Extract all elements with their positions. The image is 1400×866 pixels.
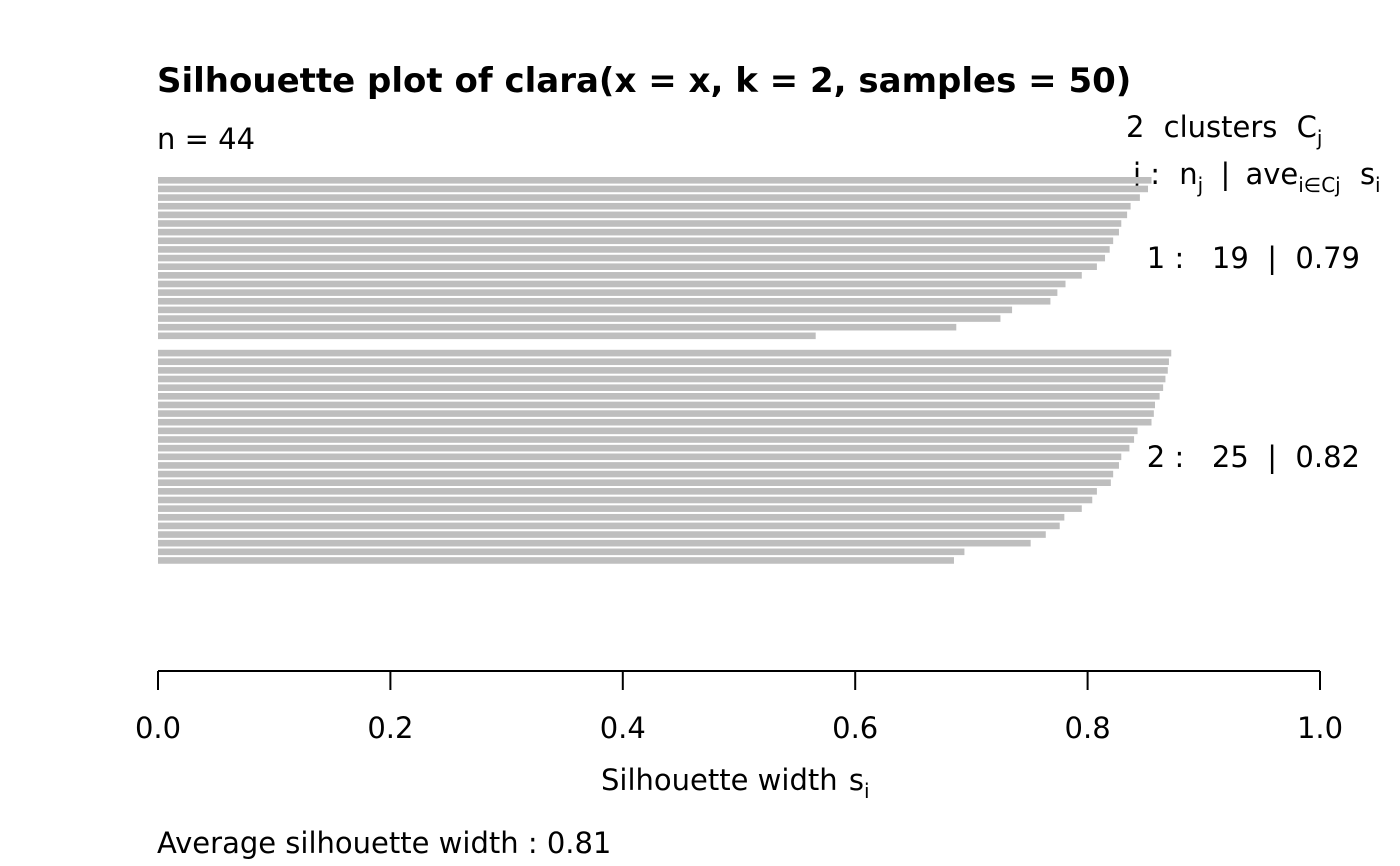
silhouette-bar-c2-9 xyxy=(158,419,1152,426)
silhouette-bar-c1-13 xyxy=(158,281,1066,288)
silhouette-bar-c1-15 xyxy=(158,298,1050,305)
silhouette-bar-c2-23 xyxy=(158,540,1031,547)
x-axis-label-s: s xyxy=(849,763,864,797)
silhouette-bar-c2-19 xyxy=(158,505,1082,512)
silhouette-bar-c1-3 xyxy=(158,194,1140,201)
x-tick-label: 0.4 xyxy=(600,711,646,745)
legend-title-count: 2 xyxy=(1126,110,1144,144)
silhouette-bar-c2-1 xyxy=(158,350,1171,357)
x-axis-label: Silhouette width si xyxy=(601,763,870,803)
silhouette-bar-c1-17 xyxy=(158,315,1000,322)
silhouette-bar-c1-14 xyxy=(158,289,1057,296)
x-tick-label: 0.0 xyxy=(135,711,181,745)
x-axis-label-text: Silhouette width xyxy=(601,763,838,797)
silhouette-bar-c2-7 xyxy=(158,402,1155,409)
silhouette-bar-c1-9 xyxy=(158,246,1110,253)
silhouette-bar-c1-10 xyxy=(158,255,1105,262)
silhouette-bar-c1-18 xyxy=(158,324,956,331)
silhouette-bar-c1-12 xyxy=(158,272,1082,279)
silhouette-bar-c2-16 xyxy=(158,479,1111,486)
silhouette-bar-c2-24 xyxy=(158,549,964,556)
legend-title-word: clusters xyxy=(1164,110,1278,144)
silhouette-bar-c2-12 xyxy=(158,445,1129,452)
silhouette-bar-c2-3 xyxy=(158,367,1168,374)
average-silhouette-width: Average silhouette width : 0.81 xyxy=(157,826,611,860)
x-axis-ticks: 0.0 0.2 0.4 0.6 0.8 1.0 xyxy=(135,671,1343,745)
legend-header-ave: ave xyxy=(1245,157,1298,191)
legend-header-s: s xyxy=(1360,157,1375,191)
legend-header-sep: | xyxy=(1220,157,1230,191)
silhouette-bar-c2-11 xyxy=(158,436,1134,443)
cluster-2-label: 2 : 25 | 0.82 xyxy=(1147,440,1360,474)
silhouette-bar-c1-8 xyxy=(158,237,1113,244)
silhouette-bar-c2-18 xyxy=(158,497,1092,504)
silhouette-bar-c2-4 xyxy=(158,376,1165,383)
cluster-labels-group: 1 : 19 | 0.79 2 : 25 | 0.82 xyxy=(1147,241,1360,474)
legend-title-c-sub: j xyxy=(1316,126,1323,150)
silhouette-bar-c2-5 xyxy=(158,384,1163,391)
silhouette-bar-c2-10 xyxy=(158,428,1138,435)
silhouette-bar-c2-2 xyxy=(158,358,1169,365)
silhouette-bar-c2-13 xyxy=(158,453,1121,460)
silhouette-bar-c2-15 xyxy=(158,471,1113,478)
legend-header-n: n xyxy=(1179,157,1197,191)
silhouette-bar-c1-6 xyxy=(158,220,1121,227)
silhouette-bar-c2-17 xyxy=(158,488,1097,495)
x-tick-label: 0.6 xyxy=(832,711,878,745)
silhouette-bar-c2-21 xyxy=(158,523,1060,530)
silhouette-bar-c2-14 xyxy=(158,462,1119,469)
chart-title: Silhouette plot of clara(x = x, k = 2, s… xyxy=(157,61,1131,101)
silhouette-bar-c2-22 xyxy=(158,531,1046,538)
silhouette-bar-c1-16 xyxy=(158,307,1012,314)
n-label: n = 44 xyxy=(157,122,255,156)
legend-header: j : nj | avei∈Cj si xyxy=(1132,157,1381,199)
legend-header-n-sub: j xyxy=(1197,173,1204,197)
silhouette-bar-c1-11 xyxy=(158,263,1097,270)
legend-header-s-sub: i xyxy=(1375,173,1381,197)
x-tick-label: 1.0 xyxy=(1297,711,1343,745)
x-tick-label: 0.8 xyxy=(1065,711,1111,745)
legend-header-ave-sub: i∈Cj xyxy=(1298,173,1341,197)
silhouette-bar-c1-1 xyxy=(158,177,1152,184)
legend-title-c: C xyxy=(1297,110,1317,144)
silhouette-bar-c2-6 xyxy=(158,393,1160,400)
x-tick-label: 0.2 xyxy=(367,711,413,745)
silhouette-bar-c1-4 xyxy=(158,203,1131,210)
silhouette-bar-c2-25 xyxy=(158,557,954,564)
silhouette-bar-c1-5 xyxy=(158,212,1127,219)
silhouette-bar-c2-20 xyxy=(158,514,1064,521)
x-axis-label-sub: i xyxy=(864,779,870,803)
silhouette-bar-c1-2 xyxy=(158,186,1148,193)
legend-title: 2 clusters Cj xyxy=(1126,110,1322,150)
silhouette-bar-c1-7 xyxy=(158,229,1119,236)
cluster-1-label: 1 : 19 | 0.79 xyxy=(1147,241,1360,275)
silhouette-bar-c2-8 xyxy=(158,410,1154,417)
bars-group xyxy=(158,177,1171,564)
silhouette-bar-c1-19 xyxy=(158,333,816,340)
